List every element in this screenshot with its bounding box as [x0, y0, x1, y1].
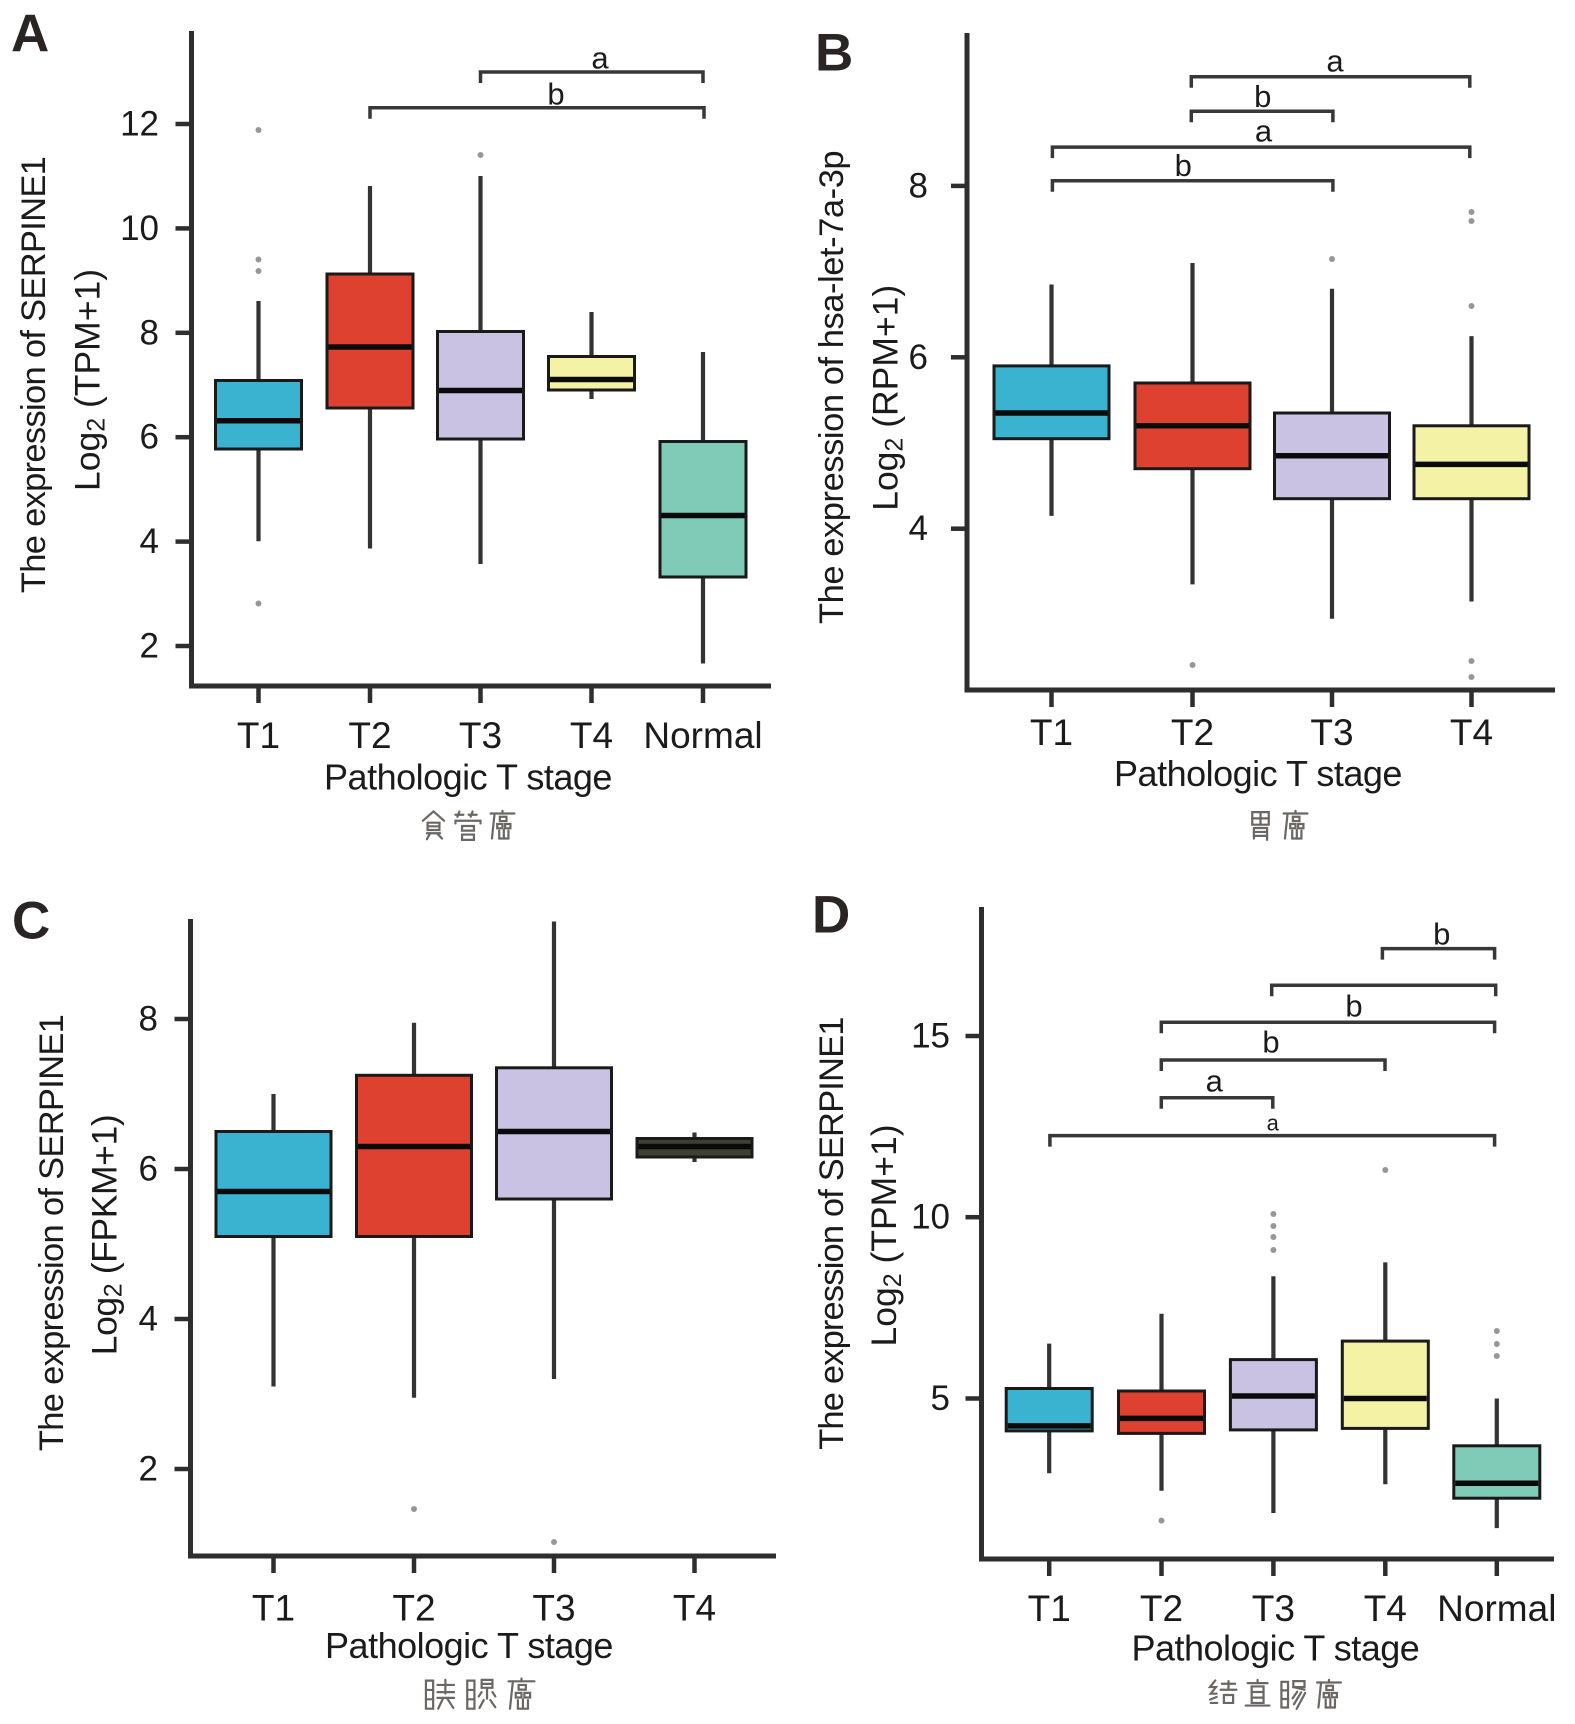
svg-text:T3: T3	[532, 1588, 575, 1629]
svg-text:T2: T2	[392, 1588, 435, 1629]
svg-text:T3: T3	[1252, 1588, 1295, 1629]
svg-text:2: 2	[139, 1450, 158, 1489]
svg-text:b: b	[547, 77, 564, 112]
svg-text:Normal: Normal	[1437, 1588, 1556, 1629]
svg-text:T2: T2	[348, 715, 391, 756]
svg-text:Pathologic T stage: Pathologic T stage	[324, 757, 612, 798]
svg-text:T2: T2	[1171, 712, 1214, 753]
svg-text:T4: T4	[1364, 1588, 1407, 1629]
svg-text:T1: T1	[1030, 712, 1073, 753]
svg-text:The expression of hsa-let-7a-3: The expression of hsa-let-7a-3p	[813, 151, 851, 624]
svg-text:b: b	[1345, 989, 1362, 1024]
svg-text:6: 6	[140, 418, 159, 457]
svg-text:4: 4	[140, 522, 159, 561]
svg-text:T1: T1	[237, 715, 280, 756]
svg-text:b: b	[1254, 79, 1271, 114]
svg-text:8: 8	[140, 313, 159, 352]
svg-text:T1: T1	[252, 1588, 295, 1629]
svg-text:6: 6	[139, 1150, 158, 1189]
svg-text:T2: T2	[1140, 1588, 1183, 1629]
svg-text:Pathologic T stage: Pathologic T stage	[325, 1625, 613, 1666]
svg-text:12: 12	[120, 105, 159, 144]
svg-text:T4: T4	[1450, 712, 1493, 753]
svg-text:T3: T3	[459, 715, 502, 756]
svg-text:10: 10	[120, 209, 159, 248]
svg-text:Normal: Normal	[643, 715, 762, 756]
svg-text:Pathologic T stage: Pathologic T stage	[1131, 1628, 1419, 1669]
svg-text:Pathologic T stage: Pathologic T stage	[1114, 753, 1402, 794]
svg-text:The expression of SERPINE1: The expression of SERPINE1	[15, 157, 53, 593]
svg-text:b: b	[1433, 917, 1450, 952]
svg-text:8: 8	[139, 1000, 158, 1039]
svg-text:Log2 (RPM+1): Log2 (RPM+1)	[865, 285, 908, 511]
svg-text:Log2 (TPM+1): Log2 (TPM+1)	[67, 269, 110, 491]
svg-text:T4: T4	[673, 1588, 716, 1629]
svg-text:a: a	[1326, 44, 1344, 79]
svg-text:5: 5	[931, 1379, 950, 1418]
svg-text:T4: T4	[570, 715, 613, 756]
svg-text:a: a	[591, 41, 609, 76]
svg-text:2: 2	[140, 627, 159, 666]
svg-text:B: B	[815, 24, 853, 83]
svg-text:a: a	[1206, 1064, 1224, 1099]
svg-text:D: D	[812, 886, 850, 945]
svg-text:a: a	[1267, 1111, 1280, 1136]
svg-text:T1: T1	[1028, 1588, 1071, 1629]
svg-text:Log2 (TPM+1): Log2 (TPM+1)	[864, 1124, 907, 1346]
svg-text:The expression of SERPINE1: The expression of SERPINE1	[813, 1017, 851, 1449]
svg-text:8: 8	[909, 166, 928, 205]
svg-text:b: b	[1262, 1025, 1279, 1060]
svg-text:15: 15	[911, 1017, 950, 1056]
svg-text:A: A	[11, 5, 49, 64]
svg-text:4: 4	[139, 1300, 158, 1339]
svg-text:6: 6	[909, 338, 928, 377]
svg-text:10: 10	[911, 1198, 950, 1237]
svg-text:The expression of SERPINE1: The expression of SERPINE1	[33, 1015, 71, 1451]
svg-text:4: 4	[909, 509, 928, 548]
svg-text:Log2 (FPKM+1): Log2 (FPKM+1)	[84, 1115, 127, 1356]
svg-text:C: C	[12, 892, 50, 951]
svg-text:b: b	[1175, 148, 1192, 183]
svg-text:T3: T3	[1310, 712, 1353, 753]
svg-text:a: a	[1255, 114, 1273, 149]
